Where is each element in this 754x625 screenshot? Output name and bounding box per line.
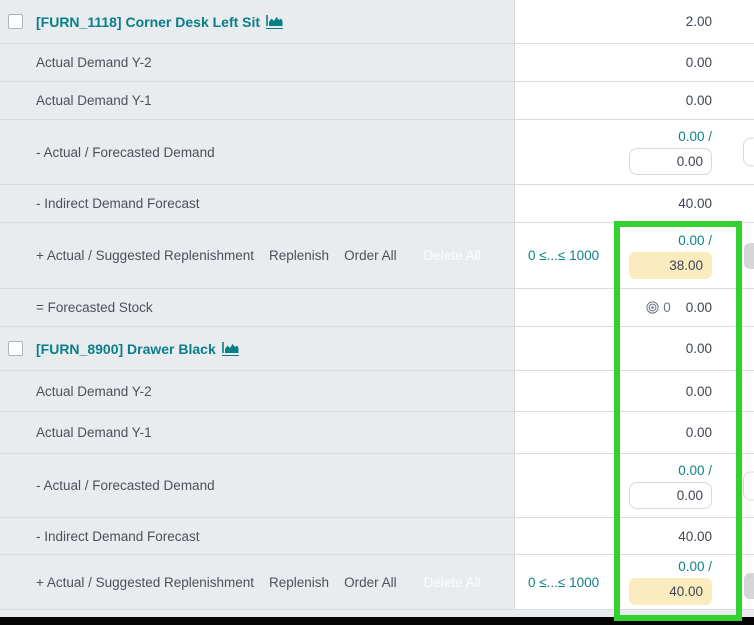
next-column-button-stub[interactable] <box>744 573 754 600</box>
value-cell: 0 0.00 <box>515 289 754 326</box>
target-value: 0 <box>663 300 671 315</box>
cell-value: 0.00 <box>685 425 712 440</box>
row-label-cell: - Indirect Demand Forecast <box>0 185 515 222</box>
forecasted-demand-input[interactable] <box>629 148 712 175</box>
value-stack: 0.00 / <box>629 233 712 279</box>
cell-value: 40.00 <box>678 196 712 211</box>
mps-table: [FURN_1118] Corner Desk Left Sit 2.00 Ac… <box>0 0 754 610</box>
product-checkbox[interactable] <box>8 14 23 29</box>
row-label-cell: - Indirect Demand Forecast <box>0 518 515 554</box>
row-label-cell: Actual Demand Y-2 <box>0 371 515 411</box>
cell-value: 40.00 <box>678 528 712 544</box>
area-chart-icon[interactable] <box>266 14 284 29</box>
suggested-replenishment-input[interactable] <box>629 578 712 605</box>
area-chart-icon[interactable] <box>221 341 239 356</box>
forecasted-demand-input[interactable] <box>629 481 712 509</box>
replenish-range[interactable]: 0 ≤...≤ 1000 <box>528 574 600 590</box>
product-link[interactable]: [FURN_1118] Corner Desk Left Sit <box>36 13 284 30</box>
value-cell: 0.00 <box>515 82 754 119</box>
forecasted-demand-row: - Actual / Forecasted Demand 0.00 / <box>0 454 754 518</box>
product-checkbox[interactable] <box>8 341 23 356</box>
replenishment-row: + Actual / Suggested Replenishment Reple… <box>0 223 754 289</box>
suggested-replenishment-input[interactable] <box>629 251 712 279</box>
row-label-cell: Actual Demand Y-1 <box>0 82 515 119</box>
row-label: + Actual / Suggested Replenishment <box>36 248 255 263</box>
replenish-range[interactable]: 0 ≤...≤ 1000 <box>528 248 600 263</box>
row-label: Actual Demand Y-1 <box>36 425 152 440</box>
product-label-cell: [FURN_8900] Drawer Black <box>0 327 515 370</box>
order-all-button[interactable]: Order All <box>344 248 397 263</box>
cell-value: 0.00 <box>685 300 712 315</box>
indirect-demand-row: - Indirect Demand Forecast 40.00 <box>0 185 754 223</box>
cell-value: 0.00 <box>685 55 712 70</box>
product-row: [FURN_1118] Corner Desk Left Sit 2.00 <box>0 0 754 44</box>
demand-y2-row: Actual Demand Y-2 0.00 <box>0 371 754 412</box>
row-label-cell: + Actual / Suggested Replenishment Reple… <box>0 555 515 609</box>
page-bottom-strip <box>0 610 754 617</box>
row-label: Actual Demand Y-2 <box>36 383 152 399</box>
starting-inventory-cell: 0.00 <box>515 327 754 370</box>
product-name: [FURN_1118] Corner Desk Left Sit <box>36 13 261 30</box>
value-cell: 0.00 / <box>515 454 754 517</box>
starting-inventory-cell: 2.00 <box>515 0 754 43</box>
row-label: = Forecasted Stock <box>36 300 153 315</box>
row-label-cell: = Forecasted Stock <box>0 289 515 326</box>
actual-demand-value: 0.00 / <box>678 129 712 144</box>
actual-replenishment-value: 0.00 / <box>678 232 712 248</box>
row-label: Actual Demand Y-2 <box>36 55 152 70</box>
value-cell: 0 ≤...≤ 1000 0.00 / <box>515 223 754 288</box>
row-label: - Actual / Forecasted Demand <box>36 478 215 493</box>
demand-y2-row: Actual Demand Y-2 0.00 <box>0 44 754 82</box>
order-all-button[interactable]: Order All <box>344 574 397 590</box>
delete-all-button[interactable]: Delete All <box>423 248 481 263</box>
demand-y1-row: Actual Demand Y-1 0.00 <box>0 82 754 120</box>
product-link[interactable]: [FURN_8900] Drawer Black <box>36 341 239 357</box>
starting-inventory-value: 2.00 <box>685 14 712 29</box>
row-label-cell: - Actual / Forecasted Demand <box>0 120 515 184</box>
product-label-cell: [FURN_1118] Corner Desk Left Sit <box>0 0 515 43</box>
value-stack: 0.00 / <box>629 129 712 175</box>
product-name: [FURN_8900] Drawer Black <box>36 340 216 357</box>
forecasted-stock-row: = Forecasted Stock 0 0.00 <box>0 289 754 327</box>
row-label-cell: + Actual / Suggested Replenishment Reple… <box>0 223 515 288</box>
value-stack: 0.00 / <box>629 559 712 605</box>
indirect-demand-row: - Indirect Demand Forecast 40.00 <box>0 518 754 555</box>
safety-stock-target[interactable]: 0 <box>646 300 671 315</box>
cell-value: 0.00 <box>685 93 712 108</box>
value-cell: 0.00 <box>515 44 754 81</box>
next-column-input-stub[interactable] <box>743 471 754 500</box>
bullseye-icon <box>646 301 659 314</box>
actual-replenishment-value: 0.00 / <box>678 559 712 574</box>
replenishment-row: + Actual / Suggested Replenishment Reple… <box>0 555 754 610</box>
product-row: [FURN_8900] Drawer Black 0.00 <box>0 327 754 371</box>
row-label: - Actual / Forecasted Demand <box>36 144 215 160</box>
row-label: - Indirect Demand Forecast <box>36 196 200 211</box>
forecasted-demand-row: - Actual / Forecasted Demand 0.00 / <box>0 120 754 185</box>
value-cell: 40.00 <box>515 518 754 554</box>
row-label: - Indirect Demand Forecast <box>36 528 200 544</box>
value-cell: 0 ≤...≤ 1000 0.00 / <box>515 555 754 609</box>
value-cell: 40.00 <box>515 185 754 222</box>
starting-inventory-value: 0.00 <box>685 341 712 356</box>
cell-value: 0.00 <box>685 383 712 399</box>
next-column-button-stub[interactable] <box>744 242 754 269</box>
value-cell: 0.00 <box>515 371 754 411</box>
value-cell: 0.00 <box>515 412 754 453</box>
replenish-button[interactable]: Replenish <box>269 248 330 263</box>
replenish-button[interactable]: Replenish <box>269 574 330 590</box>
row-label: Actual Demand Y-1 <box>36 93 152 108</box>
value-cell: 0.00 / <box>515 120 754 184</box>
row-label-cell: - Actual / Forecasted Demand <box>0 454 515 517</box>
row-label: + Actual / Suggested Replenishment <box>36 574 255 590</box>
delete-all-button[interactable]: Delete All <box>423 574 481 590</box>
row-label-cell: Actual Demand Y-1 <box>0 412 515 453</box>
window-bottom-edge <box>0 617 754 625</box>
next-column-input-stub[interactable] <box>743 137 754 167</box>
value-stack: 0.00 / <box>629 463 712 509</box>
demand-y1-row: Actual Demand Y-1 0.00 <box>0 412 754 454</box>
row-label-cell: Actual Demand Y-2 <box>0 44 515 81</box>
actual-demand-value: 0.00 / <box>678 462 712 478</box>
